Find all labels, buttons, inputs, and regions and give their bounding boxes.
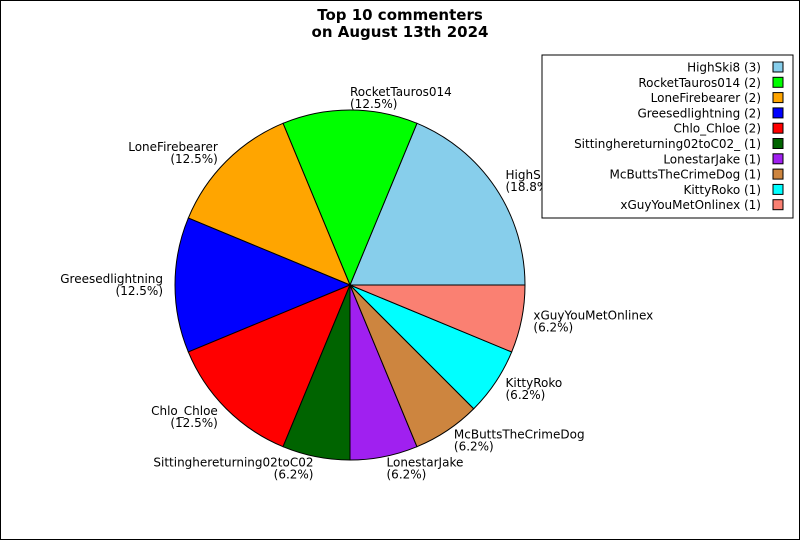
legend-swatch-lonefirebearer xyxy=(772,92,784,104)
slice-percent-sittinghereturning02toc02: (6.2%) xyxy=(274,467,314,481)
pie-slice-lonefirebearer xyxy=(187,122,351,286)
pie-slice-xguyyoumetonlinex xyxy=(349,284,526,353)
slice-percent-highski8: (18.8%) xyxy=(506,180,553,194)
pie-slice-greesedlightning xyxy=(174,217,352,353)
legend-swatch-mcbuttsthecrimedog xyxy=(772,168,784,180)
slice-label-kittyroko: KittyRoko xyxy=(506,376,563,390)
slice-label-rockettauros014: RocketTauros014 xyxy=(350,85,452,99)
legend-swatch-greesedlightning xyxy=(772,107,784,119)
legend-swatch-kittyroko xyxy=(772,183,784,195)
chart-title-line-1: Top 10 commenters xyxy=(317,6,483,24)
slice-percent-kittyroko: (6.2%) xyxy=(506,388,546,402)
legend-swatch-chlo-chloe xyxy=(772,122,784,134)
slice-label-sittinghereturning02toc02: Sittinghereturning02toC02 xyxy=(153,455,313,469)
slice-label-lonefirebearer: LoneFirebearer xyxy=(128,140,218,154)
legend-swatch-highski8 xyxy=(772,61,784,73)
slice-percent-greesedlightning: (12.5%) xyxy=(116,284,163,298)
legend-label-chlo-chloe: Chlo_Chloe (2) xyxy=(673,122,761,136)
legend-label-lonefirebearer: LoneFirebearer (2) xyxy=(651,91,761,105)
slice-percent-lonestarjake: (6.2%) xyxy=(387,467,427,481)
slice-percent-xguyyoumetonlinex: (6.2%) xyxy=(533,321,573,335)
legend-swatch-xguyyoumetonlinex xyxy=(772,199,784,211)
pie-slice-highski8 xyxy=(349,122,526,286)
slice-percent-lonefirebearer: (12.5%) xyxy=(170,152,217,166)
legend-swatch-lonestarjake xyxy=(772,153,784,165)
legend: HighSki8 (3)RocketTauros014 (2)LoneFireb… xyxy=(541,54,794,219)
legend-label-rockettauros014: RocketTauros014 (2) xyxy=(638,76,761,90)
legend-label-lonestarjake: LonestarJake (1) xyxy=(663,152,761,166)
legend-swatch-rockettauros014 xyxy=(772,76,784,88)
chart-title-line-2: on August 13th 2024 xyxy=(312,23,489,41)
pie-slice-rockettauros014 xyxy=(282,109,418,287)
legend-label-greesedlightning: Greesedlightning (2) xyxy=(637,106,761,120)
pie-slice-labels: HighSki8(18.8%)RocketTauros014(12.5%)Lon… xyxy=(60,85,653,481)
slice-label-greesedlightning: Greesedlightning xyxy=(60,272,163,286)
legend-label-mcbuttsthecrimedog: McButtsTheCrimeDog (1) xyxy=(610,168,762,182)
slice-label-lonestarjake: LonestarJake xyxy=(387,455,464,469)
legend-label-xguyyoumetonlinex: xGuyYouMetOnlinex (1) xyxy=(620,198,761,212)
legend-label-highski8: HighSki8 (3) xyxy=(687,61,761,75)
slice-percent-chlo-chloe: (12.5%) xyxy=(170,416,217,430)
legend-label-sittinghereturning02toc02: Sittinghereturning02toC02_ (1) xyxy=(574,137,761,151)
pie-slices xyxy=(174,109,526,461)
slice-percent-rockettauros014: (12.5%) xyxy=(350,97,397,111)
slice-percent-mcbuttsthecrimedog: (6.2%) xyxy=(454,440,494,454)
legend-label-kittyroko: KittyRoko (1) xyxy=(683,183,761,197)
legend-box xyxy=(541,54,794,219)
slice-label-mcbuttsthecrimedog: McButtsTheCrimeDog xyxy=(454,428,585,442)
slice-label-xguyyoumetonlinex: xGuyYouMetOnlinex xyxy=(533,309,653,323)
pie-slice-chlo-chloe xyxy=(187,284,351,448)
slice-label-chlo-chloe: Chlo_Chloe xyxy=(151,404,218,418)
legend-swatch-sittinghereturning02toc02 xyxy=(772,138,784,149)
